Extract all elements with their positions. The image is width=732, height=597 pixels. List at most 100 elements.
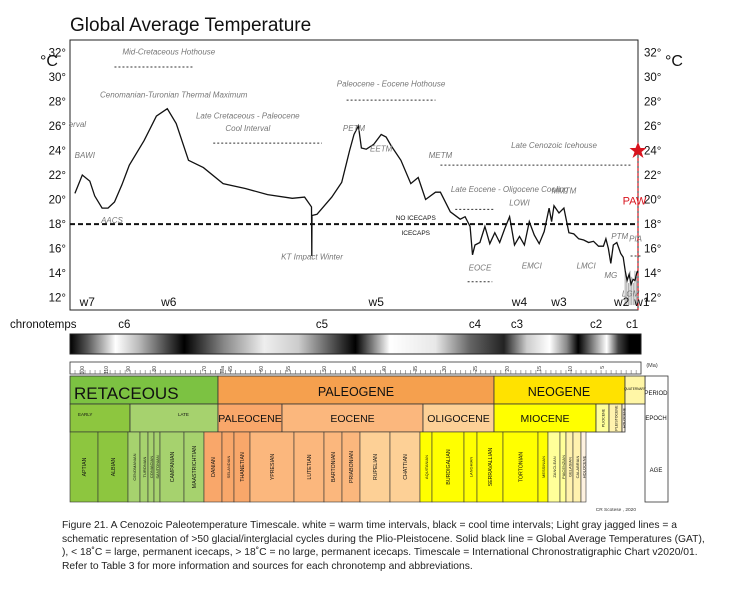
y-tick-right: 18° [644,219,661,231]
age-label: SERRAVALLIAN [488,448,494,487]
annotation-label: Mid-Cretaceous Hothouse [122,48,215,57]
y-unit-right: °C [665,53,683,70]
age-label: YPRESIAN [270,454,276,480]
ma-tick-label: 35 [413,366,419,372]
epoch-label: MIOCENE [520,413,569,425]
age-label: THANETIAN [240,452,246,482]
threshold-label-below: ICECAPS [401,230,430,237]
warm-interval-label: w5 [368,295,385,309]
age-cell [476,431,504,503]
credit-label: CR Scotese , 2020 [596,507,637,513]
period-neogene-label: NEOGENE [528,385,591,399]
age-label: CALABRIAN [575,456,580,479]
annotation-label: KT Impact Winter [281,253,343,262]
y-tick-right: 28° [644,96,661,108]
epoch-label: PLIOCENE [602,408,606,427]
annotation-label: Cenomanian-Turonian Thermal Maximum [100,91,248,100]
age-label: HOLOCENE [582,455,587,478]
epoch-label: PLEISTOCENE [615,405,619,431]
age-label: PRIABONIAN [349,451,355,483]
annotation-label: AACS [100,216,123,225]
age-cell [159,431,185,503]
epoch-early-label: EARLY [78,412,92,417]
period-quaternary-label: QUATERNARY [624,387,647,391]
y-unit-left: °C [40,53,58,70]
ma-tick-label: Ma [220,366,226,373]
epoch-label: HOLOCENE [623,407,627,428]
age-label: CENOMANIAN [132,453,137,480]
age-label: AQUITANIAN [424,455,429,479]
y-tick-left: 16° [49,244,66,256]
age-label: BURDIGALIAN [446,449,452,484]
ma-unit-label: (Ma) [646,363,657,369]
cool-interval-label: c2 [590,319,602,331]
epoch-cell [621,403,626,433]
age-label: CONIACIAN [149,456,154,478]
ma-tick-label: 80 [152,366,158,372]
period-paleogene [217,375,495,405]
age-label: ALBIAN [111,458,117,477]
period-paleogene-label: PALEOGENE [318,385,394,399]
y-tick-left: 14° [49,268,66,280]
warm-interval-label: w2 [613,295,630,309]
chronotemps-label: chronotemps [10,319,77,331]
epoch-late-cretaceous [129,403,219,433]
age-label: RUPELIAN [373,454,379,480]
warm-interval-label: w3 [550,295,567,309]
y-tick-left: 12° [49,293,66,305]
paw-star-icon [629,142,647,158]
annotation-label: Late Eocene - Oligocene Cooling [451,185,569,194]
cool-interval-label: c1 [626,319,638,331]
age-label: LUTETIAN [307,454,313,479]
y-tick-right: 30° [644,72,661,84]
age-label: MESSINIAN [541,456,546,478]
ma-tick-label: 10 [568,366,574,372]
gat-curve [74,107,639,287]
warm-interval-label: w1 [633,295,650,309]
annotation-label: LGM [622,290,640,299]
y-tick-right: 14° [644,268,661,280]
epoch-label: OLIGOCENE [427,413,489,425]
age-label: MAASTRICHTIAN [192,446,198,489]
header-age: AGE [650,468,663,474]
annotation-label: METM [429,151,453,160]
age-label: LANGHIAN [469,457,474,478]
age-label: CHATTIAN [403,454,409,480]
ma-tick-label: 70 [202,366,208,372]
age-cell [580,431,587,503]
age-cell [97,431,129,503]
age-label: SANTONIAN [155,455,160,478]
annotation-label: Cool Interval [225,124,270,133]
age-cell [431,431,465,503]
ma-tick-label: 25 [473,366,479,372]
warm-interval-label: w4 [511,295,528,309]
annotation-label: Late Cretaceous - Paleocene [196,112,300,121]
ma-tick-label: 20 [505,366,511,372]
header-period: PERIOD [644,391,668,397]
y-tick-left: 26° [49,121,66,133]
period-cretaceous-label: RETACEOUS [74,384,179,403]
annotation-label: EOCE [469,264,492,273]
ma-tick-label: 110 [104,366,110,374]
y-tick-right: 32° [644,47,661,59]
period-quaternary [624,375,646,405]
header-column [644,375,669,503]
header-epoch: EPOCH [645,416,666,422]
y-tick-left: 22° [49,170,66,182]
epoch-late-label: LATE [178,412,189,417]
age-label: TORTONIAN [519,452,525,483]
y-tick-right: 16° [644,244,661,256]
age-label: SELANDIAN [226,456,231,479]
ma-tick-label: 30 [442,366,448,372]
age-label: ZANCLEAN [552,456,557,477]
ma-tick-label: 5 [600,366,606,369]
ma-tick-label: 15 [537,366,543,372]
epoch-label: EOCENE [330,413,374,425]
age-label: TURONIAN [142,456,147,477]
y-tick-left: 20° [49,195,66,207]
age-label: PIACENZIAN [561,455,566,479]
warm-interval-label: w6 [160,295,177,309]
y-tick-left: 18° [49,219,66,231]
ma-tick-label: 100 [80,366,86,375]
annotation-label: LOWI [509,199,530,208]
